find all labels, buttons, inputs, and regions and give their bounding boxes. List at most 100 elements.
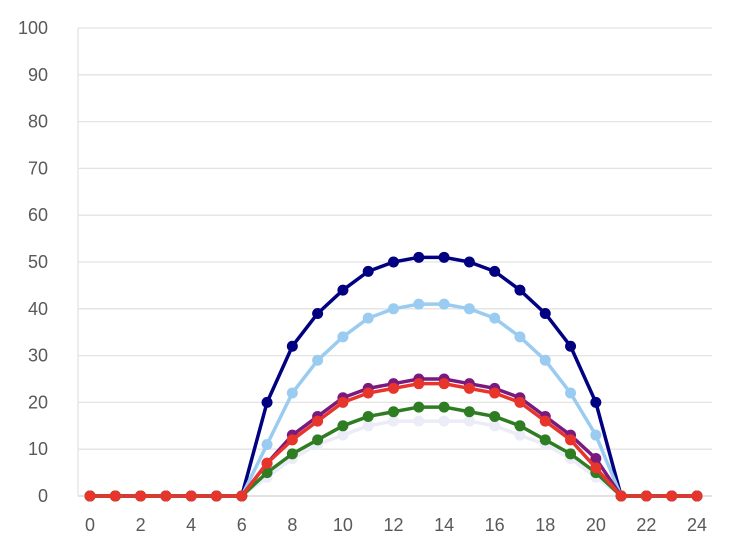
data-point <box>337 396 349 408</box>
x-tick-label: 24 <box>687 515 707 535</box>
data-point <box>413 251 425 263</box>
data-point <box>388 415 399 427</box>
y-tick-label: 50 <box>28 252 48 272</box>
data-point <box>666 490 678 502</box>
data-point <box>362 420 374 432</box>
data-point <box>463 406 475 418</box>
data-point <box>565 448 577 460</box>
y-tick-label: 30 <box>28 346 48 366</box>
x-tick-label: 18 <box>535 515 555 535</box>
x-tick-label: 0 <box>85 515 95 535</box>
data-point <box>362 312 374 324</box>
data-point <box>590 396 602 408</box>
data-point <box>312 415 324 427</box>
data-point <box>565 387 577 399</box>
data-point <box>615 490 627 502</box>
x-tick-label: 20 <box>586 515 606 535</box>
y-tick-label: 70 <box>28 158 48 178</box>
x-tick-label: 12 <box>383 515 403 535</box>
data-point <box>337 429 349 441</box>
data-point <box>362 387 374 399</box>
data-point <box>539 415 551 427</box>
data-point <box>514 429 526 441</box>
data-point <box>565 434 577 446</box>
data-point <box>438 251 450 263</box>
data-point <box>463 415 475 427</box>
data-point <box>185 490 197 502</box>
data-point <box>640 490 652 502</box>
data-point <box>489 312 501 324</box>
x-tick-label: 16 <box>485 515 505 535</box>
y-tick-label: 10 <box>28 439 48 459</box>
data-point <box>286 340 298 352</box>
x-tick-label: 4 <box>186 515 196 535</box>
data-point <box>590 453 602 465</box>
data-point <box>210 490 222 502</box>
data-point <box>463 256 475 268</box>
data-point <box>514 420 526 432</box>
data-point <box>463 382 475 394</box>
data-point <box>590 429 602 441</box>
data-point <box>286 434 298 446</box>
data-point <box>286 387 298 399</box>
data-point <box>261 396 273 408</box>
data-point <box>590 462 602 474</box>
data-point <box>84 490 96 502</box>
data-point <box>413 378 425 390</box>
data-point <box>539 434 551 446</box>
data-point <box>388 256 399 268</box>
data-point <box>539 307 551 319</box>
data-point <box>362 265 374 277</box>
y-tick-label: 100 <box>18 18 48 38</box>
data-point <box>236 490 248 502</box>
x-tick-label: 2 <box>136 515 146 535</box>
data-point <box>413 298 425 310</box>
data-point <box>109 490 121 502</box>
data-point <box>388 406 399 418</box>
data-point <box>489 265 501 277</box>
y-tick-label: 40 <box>28 299 48 319</box>
data-point <box>514 284 526 296</box>
data-point <box>691 490 703 502</box>
y-tick-label: 0 <box>38 486 48 506</box>
data-point <box>312 354 324 366</box>
data-point <box>160 490 172 502</box>
series-1 <box>84 251 703 502</box>
data-point <box>565 340 577 352</box>
series-2 <box>84 298 703 502</box>
data-point <box>489 387 501 399</box>
data-point <box>413 415 425 427</box>
x-tick-label: 6 <box>237 515 247 535</box>
data-point <box>337 284 349 296</box>
data-point <box>286 448 298 460</box>
x-tick-label: 10 <box>333 515 353 535</box>
data-point <box>261 457 273 469</box>
data-point <box>312 307 324 319</box>
y-tick-label: 80 <box>28 112 48 132</box>
data-point <box>261 439 273 451</box>
data-point <box>388 382 399 394</box>
y-tick-label: 90 <box>28 65 48 85</box>
series-4 <box>84 378 703 502</box>
data-point <box>337 331 349 343</box>
data-point <box>413 401 425 413</box>
series-line <box>90 302 697 498</box>
x-tick-label: 22 <box>636 515 656 535</box>
data-point <box>438 401 450 413</box>
data-point <box>514 396 526 408</box>
x-tick-label: 8 <box>287 515 297 535</box>
data-point <box>388 303 399 315</box>
data-point <box>463 303 475 315</box>
data-point <box>337 420 349 432</box>
data-point <box>135 490 147 502</box>
data-point <box>489 410 501 422</box>
data-point <box>489 420 501 432</box>
data-point <box>539 354 551 366</box>
data-point <box>362 410 374 422</box>
data-point <box>438 298 450 310</box>
data-point <box>514 331 526 343</box>
y-tick-label: 60 <box>28 205 48 225</box>
x-tick-label: 14 <box>434 515 454 535</box>
y-tick-label: 20 <box>28 392 48 412</box>
data-point <box>438 415 450 427</box>
